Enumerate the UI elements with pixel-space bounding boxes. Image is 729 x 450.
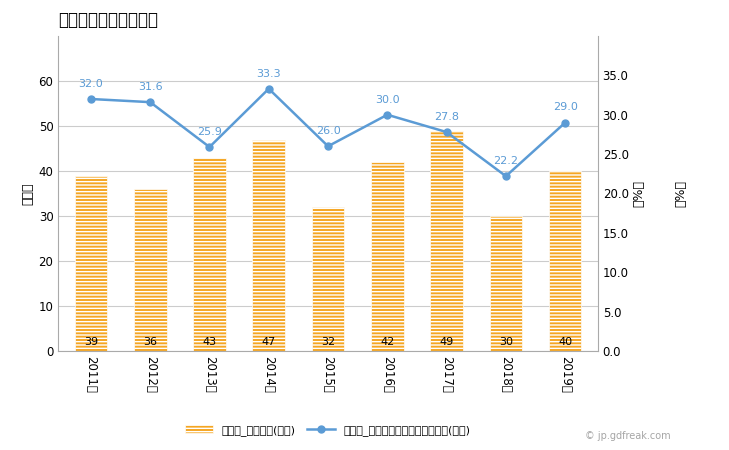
Text: 30.0: 30.0 [375, 94, 399, 104]
Text: 22.2: 22.2 [494, 156, 518, 166]
Y-axis label: ［%］: ［%］ [674, 180, 687, 207]
Bar [430, 130, 463, 351]
Text: 27.8: 27.8 [434, 112, 459, 122]
Text: 26.0: 26.0 [316, 126, 340, 136]
Text: © jp.gdfreak.com: © jp.gdfreak.com [585, 431, 671, 441]
Bar [312, 207, 344, 351]
Y-axis label: ［%］: ［%］ [633, 180, 646, 207]
Bar [193, 158, 226, 351]
Text: 32.0: 32.0 [79, 79, 104, 89]
Legend: 産業用_建築物数(左軸), 産業用_全建築物数にしめるシェア(右軸): 産業用_建築物数(左軸), 産業用_全建築物数にしめるシェア(右軸) [181, 420, 475, 440]
Bar [252, 140, 285, 351]
Y-axis label: ［棟］: ［棟］ [21, 182, 34, 205]
Text: 30: 30 [499, 338, 513, 347]
Bar [371, 162, 404, 351]
Text: 36: 36 [143, 338, 157, 347]
Bar [549, 171, 582, 351]
Text: 産業用建築物数の推移: 産業用建築物数の推移 [58, 11, 158, 29]
Text: 32: 32 [321, 338, 335, 347]
Text: 49: 49 [440, 338, 453, 347]
Text: 25.9: 25.9 [197, 127, 222, 137]
Bar [134, 189, 166, 351]
Text: 42: 42 [381, 338, 394, 347]
Text: 29.0: 29.0 [553, 103, 577, 112]
Text: 39: 39 [84, 338, 98, 347]
Text: 43: 43 [203, 338, 217, 347]
Text: 33.3: 33.3 [257, 68, 281, 79]
Text: 47: 47 [262, 338, 276, 347]
Bar [74, 176, 107, 351]
Bar [490, 216, 522, 351]
Text: 31.6: 31.6 [138, 82, 163, 92]
Text: 40: 40 [558, 338, 572, 347]
